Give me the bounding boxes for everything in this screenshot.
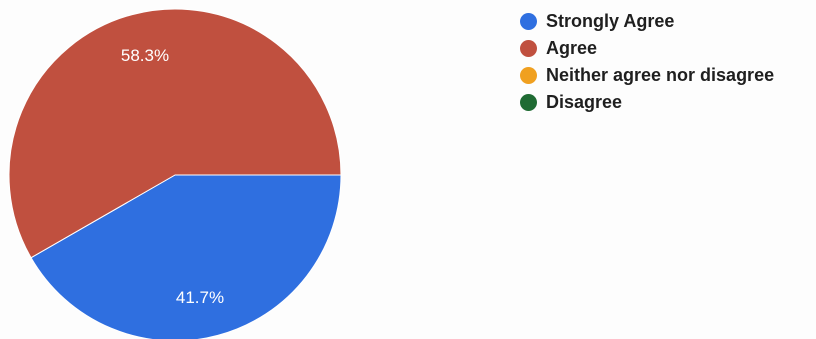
legend-swatch-agree [520, 40, 537, 57]
legend-item-neither[interactable]: Neither agree nor disagree [520, 62, 774, 89]
legend-swatch-disagree [520, 94, 537, 111]
legend-label-disagree: Disagree [546, 92, 623, 112]
legend-swatch-neither [520, 67, 537, 84]
legend-item-agree[interactable]: Agree [520, 35, 774, 62]
legend-label-agree: Agree [546, 38, 598, 58]
pie-chart: 41.7% 58.3% [8, 8, 342, 339]
pie-slice-strongly-agree[interactable] [30, 174, 342, 339]
legend-item-disagree[interactable]: Disagree [520, 89, 774, 116]
pie-slice-agree[interactable] [8, 8, 342, 259]
legend-label-strongly-agree: Strongly Agree [546, 11, 675, 31]
legend-item-strongly-agree[interactable]: Strongly Agree [520, 8, 774, 35]
legend-label-neither: Neither agree nor disagree [546, 65, 775, 85]
legend: Strongly Agree Agree Neither agree nor d… [520, 8, 774, 116]
slice-label-agree: 58.3% [121, 46, 169, 65]
slice-label-strongly-agree: 41.7% [176, 288, 224, 307]
legend-swatch-strongly-agree [520, 13, 537, 30]
